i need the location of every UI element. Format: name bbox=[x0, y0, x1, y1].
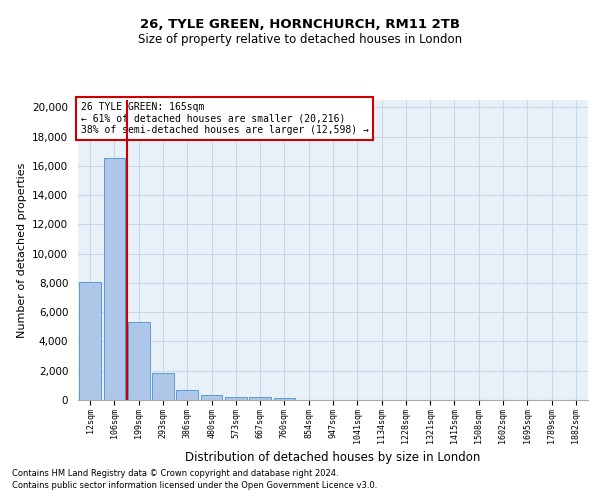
Text: Contains HM Land Registry data © Crown copyright and database right 2024.: Contains HM Land Registry data © Crown c… bbox=[12, 468, 338, 477]
Bar bbox=[128, 322, 149, 400]
Bar bbox=[152, 373, 174, 400]
Bar bbox=[104, 158, 125, 400]
Bar bbox=[79, 282, 101, 400]
Text: 26 TYLE GREEN: 165sqm
← 61% of detached houses are smaller (20,216)
38% of semi-: 26 TYLE GREEN: 165sqm ← 61% of detached … bbox=[80, 102, 368, 134]
Bar bbox=[200, 395, 223, 400]
Bar bbox=[274, 398, 295, 400]
Text: 26, TYLE GREEN, HORNCHURCH, RM11 2TB: 26, TYLE GREEN, HORNCHURCH, RM11 2TB bbox=[140, 18, 460, 30]
Bar bbox=[249, 398, 271, 400]
Text: Size of property relative to detached houses in London: Size of property relative to detached ho… bbox=[138, 32, 462, 46]
X-axis label: Distribution of detached houses by size in London: Distribution of detached houses by size … bbox=[185, 451, 481, 464]
Bar bbox=[176, 390, 198, 400]
Bar bbox=[225, 397, 247, 400]
Text: Contains public sector information licensed under the Open Government Licence v3: Contains public sector information licen… bbox=[12, 481, 377, 490]
Y-axis label: Number of detached properties: Number of detached properties bbox=[17, 162, 26, 338]
